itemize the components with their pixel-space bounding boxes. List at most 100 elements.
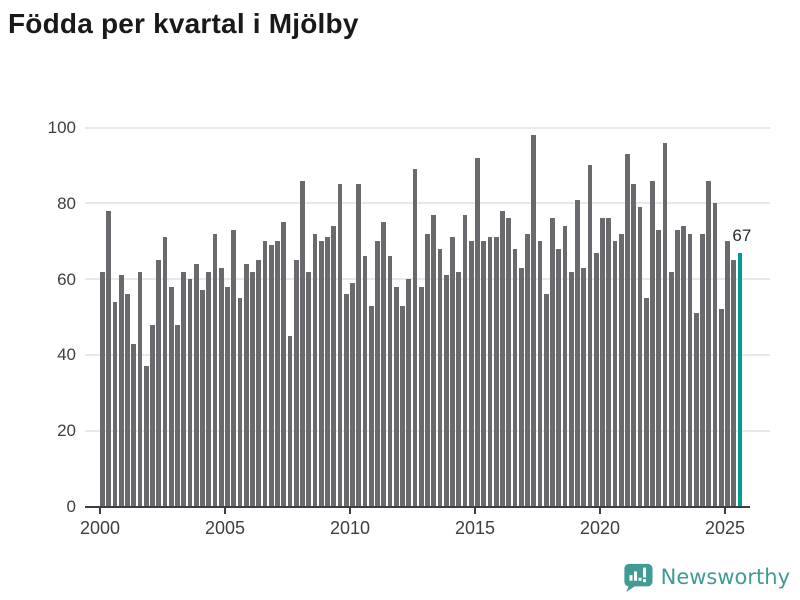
bar (156, 260, 162, 507)
chart-title: Födda per kvartal i Mjölby (8, 8, 359, 39)
bar (550, 218, 555, 507)
bar (237, 298, 243, 507)
bar (525, 233, 530, 507)
bar (362, 256, 368, 507)
bar (618, 233, 624, 507)
bar (225, 286, 230, 507)
bar (718, 309, 724, 507)
x-axis-label: 2005 (204, 518, 246, 538)
bar (350, 282, 355, 507)
bar-value-label: 67 (732, 225, 752, 245)
bar (537, 241, 543, 507)
bar (187, 279, 193, 507)
bar (681, 226, 687, 507)
newsworthy-logo: Newsworthy (622, 562, 790, 592)
x-axis-label: 2025 (704, 518, 746, 538)
bar (200, 290, 205, 507)
x-axis-label: 2010 (329, 518, 371, 538)
bar (393, 286, 399, 507)
bar (300, 180, 305, 507)
bar (450, 237, 455, 507)
bar (606, 218, 612, 507)
bar (562, 226, 568, 507)
x-axis-tick (724, 508, 726, 514)
bar (481, 241, 487, 507)
bar (275, 241, 280, 507)
bar (400, 305, 405, 507)
bar (218, 267, 224, 507)
bar (168, 286, 174, 507)
bar (268, 244, 274, 507)
bar (662, 142, 668, 507)
bar (206, 271, 212, 507)
bar (656, 229, 662, 507)
bar (531, 135, 537, 507)
bar (712, 203, 718, 507)
bar (650, 180, 655, 507)
bar (287, 335, 293, 507)
bar (418, 286, 424, 507)
bar (162, 237, 168, 507)
bar (106, 210, 112, 507)
x-axis-label: 2015 (454, 518, 496, 538)
bar (356, 184, 362, 507)
bar (587, 165, 593, 507)
bar (693, 313, 699, 507)
bar (337, 184, 343, 507)
x-axis-line (85, 506, 750, 508)
bar (143, 366, 149, 507)
x-axis-tick (224, 508, 226, 514)
bar (706, 180, 712, 507)
bar (556, 248, 562, 507)
y-axis-label: 60 (57, 269, 76, 289)
bar (137, 271, 143, 507)
bar (250, 271, 255, 507)
gridline-y-100 (85, 126, 770, 129)
bar (575, 199, 580, 507)
bar (318, 241, 324, 507)
x-axis-label: 2020 (579, 518, 621, 538)
bar (431, 214, 437, 507)
bar (581, 267, 587, 507)
newsworthy-bubble-chart-icon (623, 563, 653, 592)
bar (643, 298, 649, 507)
y-axis-label: 40 (57, 345, 76, 365)
bar (700, 233, 705, 507)
bar (462, 214, 468, 507)
bar (512, 248, 518, 507)
bar (437, 248, 443, 507)
bar (281, 222, 287, 507)
newsworthy-logo-text: Newsworthy (660, 565, 790, 589)
bar (612, 241, 618, 507)
bar (456, 271, 462, 507)
bar (212, 233, 218, 507)
bar (475, 157, 480, 507)
bar (568, 271, 574, 507)
bar (131, 343, 137, 507)
bar (368, 305, 374, 507)
gridline-y-80 (85, 202, 770, 205)
bar (625, 154, 630, 507)
bar (443, 275, 449, 507)
bar (731, 260, 737, 507)
bar (118, 275, 124, 507)
bar (600, 218, 605, 507)
bar (406, 279, 412, 507)
x-axis-tick (99, 508, 101, 514)
bar (262, 241, 268, 507)
bar (725, 241, 730, 507)
bar (100, 271, 105, 507)
bar (687, 233, 693, 507)
bar (506, 218, 512, 507)
x-axis-label: 2000 (79, 518, 121, 538)
y-axis-label: 100 (47, 118, 76, 137)
y-axis-label: 20 (57, 421, 76, 441)
x-axis-tick (474, 508, 476, 514)
bar (193, 263, 199, 507)
bar (493, 237, 499, 507)
x-axis-tick (349, 508, 351, 514)
y-axis-label: 80 (57, 193, 76, 213)
bar (112, 301, 118, 507)
